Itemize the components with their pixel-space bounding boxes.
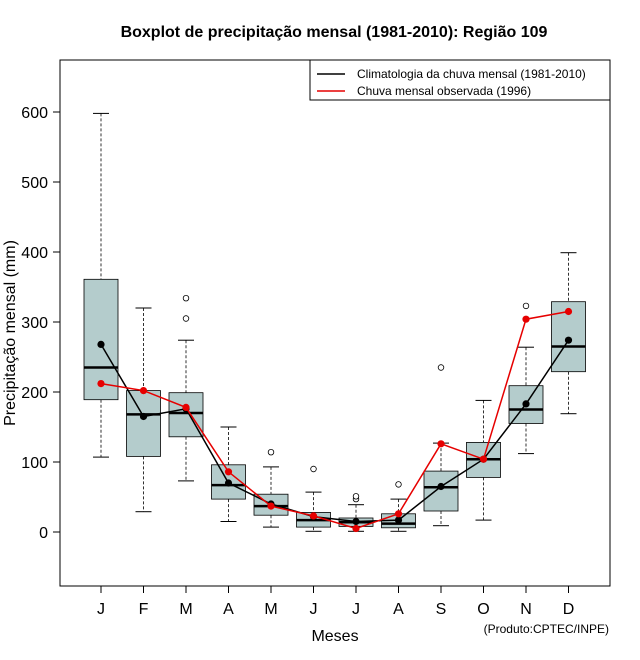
series-point-climatologia [224, 479, 233, 487]
series-point-observada [437, 440, 445, 448]
x-tick-label: M [264, 601, 277, 618]
x-tick-label: J [97, 601, 105, 618]
series-point-climatologia [139, 412, 148, 421]
series-point-observada [352, 524, 360, 533]
outlier-point [395, 481, 402, 488]
y-tick-label: 100 [21, 455, 48, 472]
boxes-layer [83, 112, 586, 532]
legend-label-observada: Chuva mensal observada (1996) [357, 84, 531, 98]
box-12 [551, 252, 586, 415]
series-point-observada [182, 403, 190, 411]
x-tick-label: O [477, 601, 489, 618]
box-iqr [83, 278, 119, 401]
x-tick-label: S [436, 601, 447, 618]
box-5 [253, 449, 289, 528]
box-11 [508, 302, 544, 455]
outlier-point [437, 364, 445, 371]
y-tick-label: 600 [21, 105, 48, 122]
box-2 [126, 307, 161, 513]
outlier-point [310, 465, 317, 473]
x-tick-label: A [223, 601, 234, 618]
y-tick-label: 300 [21, 315, 48, 332]
box-6 [296, 465, 331, 532]
y-tick-label: 400 [21, 245, 48, 262]
y-tick-label: 200 [21, 385, 48, 402]
x-axis-label: Meses [311, 628, 358, 645]
series-point-observada [479, 455, 488, 463]
series-point-observada [394, 510, 403, 518]
x-tick-label: N [520, 601, 532, 618]
box-3 [168, 295, 204, 482]
box-10 [466, 399, 501, 521]
series-point-observada [224, 468, 233, 476]
y-axis: 0 100 200 300 400 500 600 [21, 105, 61, 542]
series-point-observada [97, 380, 105, 388]
series-layer [97, 307, 573, 533]
series-point-climatologia [97, 340, 105, 348]
series-point-observada [564, 307, 573, 316]
plot-area-frame [59, 59, 611, 587]
x-tick-label: M [179, 601, 192, 618]
legend: Climatologia da chuva mensal (1981-2010)… [309, 59, 611, 101]
x-tick-label: A [393, 601, 404, 618]
box-9 [423, 364, 459, 527]
box-1 [83, 112, 119, 458]
series-point-climatologia [394, 516, 403, 524]
x-tick-label: J [310, 601, 318, 618]
y-tick-label: 500 [21, 175, 48, 192]
x-tick-label: D [563, 601, 575, 618]
series-point-observada [139, 387, 148, 395]
y-axis-label: Precipitação mensal (mm) [2, 240, 19, 426]
credit-text: (Produto:CPTEC/INPE) [484, 622, 609, 636]
outlier-point [352, 493, 360, 500]
outlier-point [522, 302, 530, 310]
series-point-climatologia [437, 482, 445, 491]
box-iqr [126, 390, 161, 457]
series-point-observada [522, 315, 530, 323]
series-point-observada [309, 512, 318, 520]
series-point-climatologia [352, 517, 360, 526]
outlier-point [182, 295, 190, 302]
box-iqr [423, 470, 459, 512]
x-tick-label: F [139, 601, 149, 618]
outlier-point [182, 315, 190, 322]
chart-title: Boxplot de precipitação mensal (1981-201… [121, 24, 548, 41]
series-point-climatologia [564, 336, 573, 344]
legend-box [309, 59, 611, 101]
outlier-point [267, 449, 275, 456]
legend-label-climatologia: Climatologia da chuva mensal (1981-2010) [357, 67, 586, 81]
box-8 [381, 481, 416, 532]
series-point-climatologia [522, 400, 530, 408]
series-point-observada [267, 502, 275, 510]
series-line-observada [100, 310, 569, 530]
y-tick-label: 0 [39, 525, 48, 542]
x-tick-label: J [352, 601, 360, 618]
series-line-climatologia [100, 339, 570, 523]
